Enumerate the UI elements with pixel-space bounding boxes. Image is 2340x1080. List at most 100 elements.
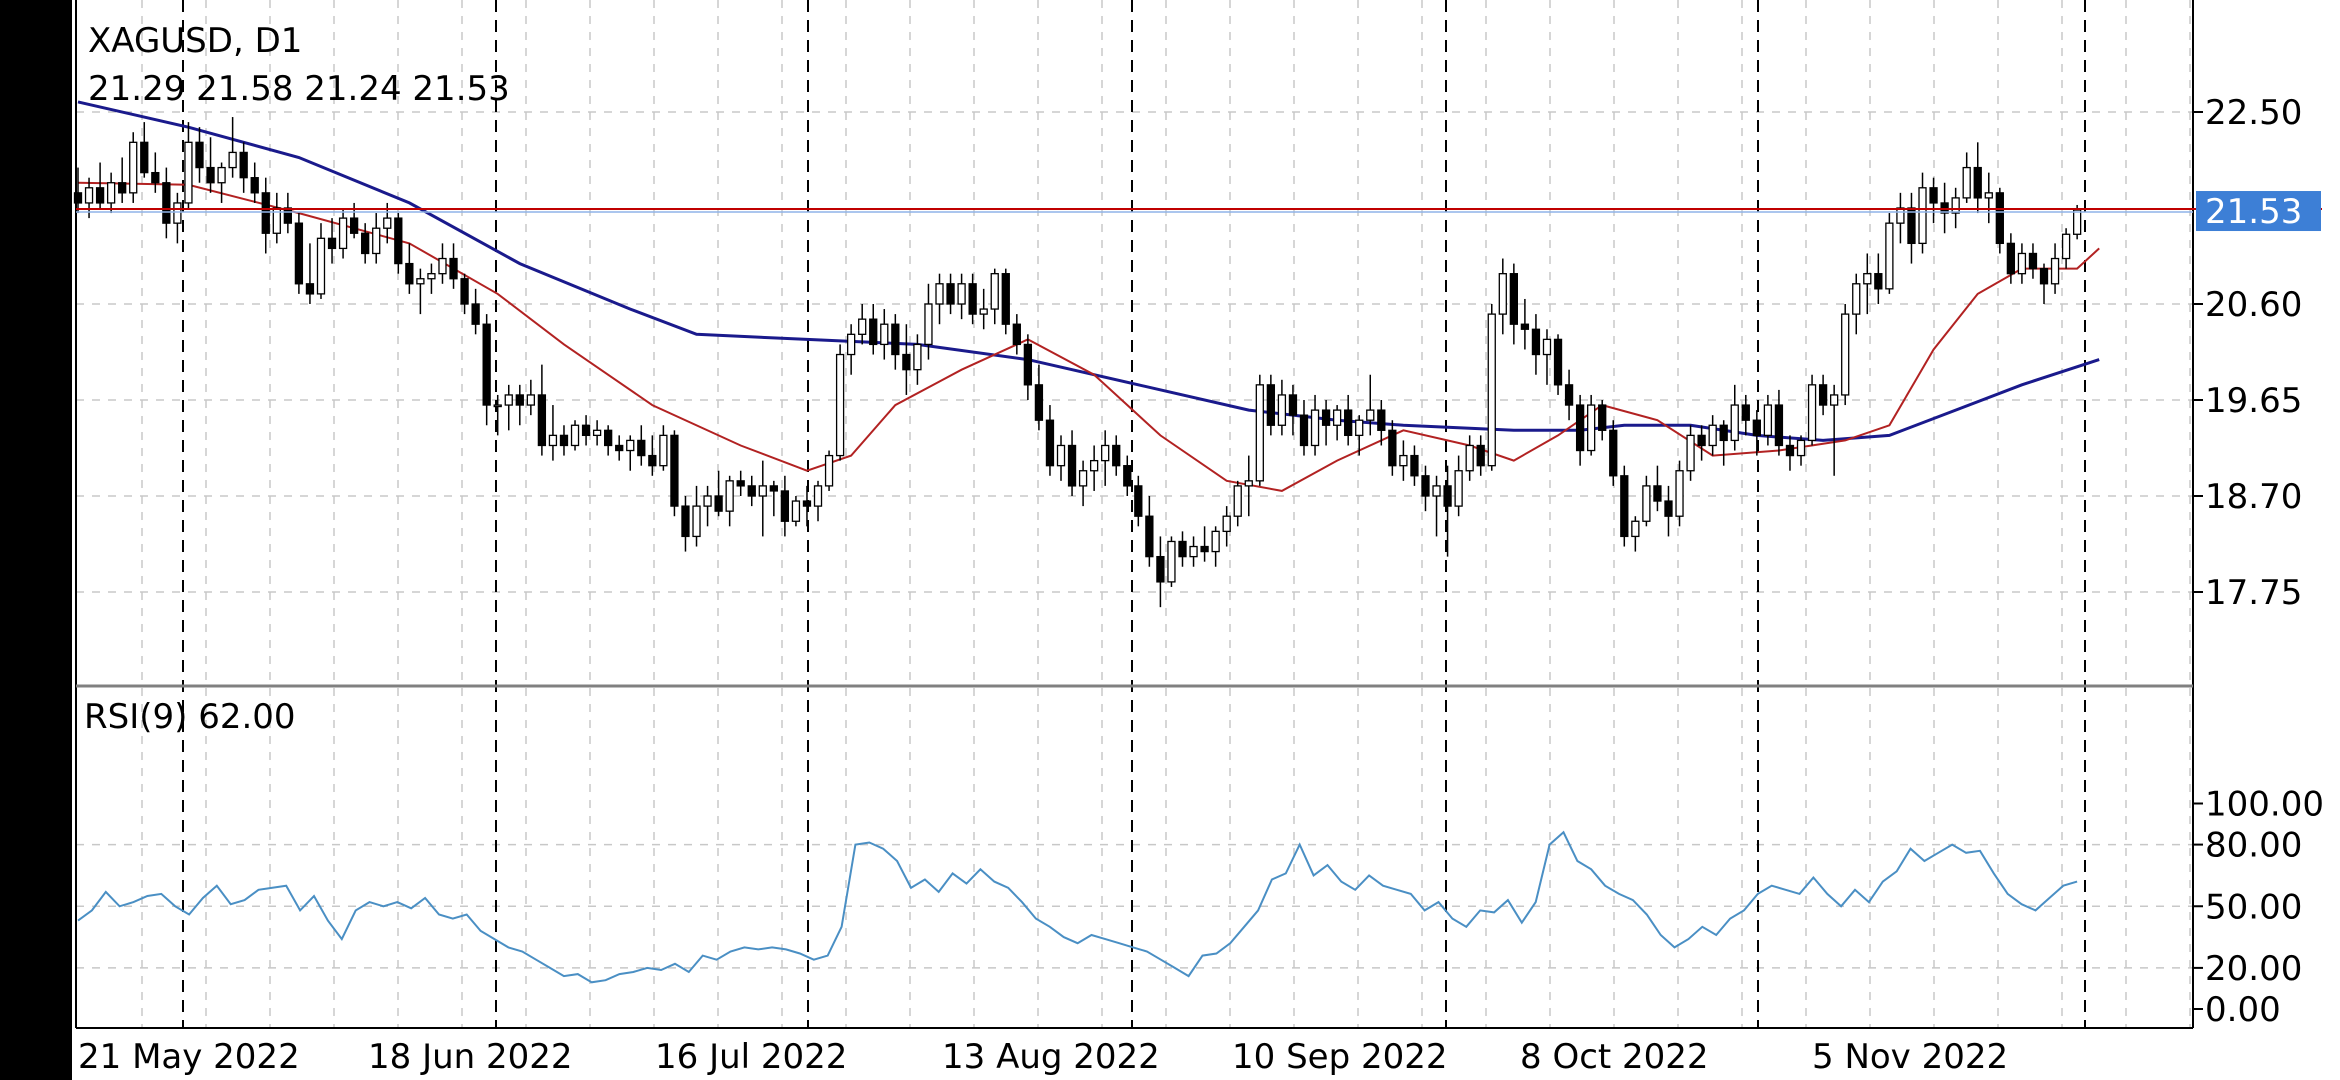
bull-candle-body <box>1918 187 1927 245</box>
bull-candle-body <box>1211 530 1220 553</box>
rsi-title: RSI(9) 62.00 <box>84 697 296 737</box>
bull-candle-body <box>592 429 602 437</box>
candle <box>1255 374 1264 486</box>
bear-candle-body <box>151 171 160 184</box>
bear-candle-body <box>968 283 977 315</box>
candle <box>1200 526 1209 562</box>
bull-candle-body <box>1962 166 1971 199</box>
bull-candle-body <box>217 166 226 184</box>
candle <box>1167 536 1176 587</box>
candle <box>1841 304 1850 406</box>
bear-candle-body <box>648 454 657 467</box>
bear-candle-body <box>195 141 204 169</box>
bull-candle-body <box>1498 273 1507 315</box>
candle <box>1741 394 1750 436</box>
bear-candle-body <box>869 318 878 346</box>
bear-candle-body <box>736 480 745 487</box>
bear-candle-body <box>615 444 624 452</box>
bear-candle-body <box>1598 404 1607 431</box>
price-tick-label: 17.75 <box>2205 573 2302 613</box>
bear-candle-body <box>1178 540 1187 558</box>
bull-candle-body <box>1454 470 1463 507</box>
candle <box>261 177 270 254</box>
bull-candle-body <box>1852 283 1861 315</box>
bear-candle-body <box>1112 444 1121 467</box>
bear-candle-body <box>1299 414 1309 447</box>
candle <box>1874 253 1883 304</box>
candle <box>2006 233 2016 284</box>
candle <box>405 243 414 294</box>
bull-candle-body <box>1686 434 1695 472</box>
candle <box>548 405 558 461</box>
candle <box>758 460 767 537</box>
bear-candle-body <box>1697 434 1706 447</box>
candle <box>173 192 182 244</box>
rsi-line <box>77 830 2078 984</box>
candle <box>1211 526 1220 567</box>
bear-candle-body <box>1664 500 1673 517</box>
bear-candle-body <box>1012 323 1021 346</box>
bull-candle-body <box>990 273 999 310</box>
candle <box>559 425 569 456</box>
candle <box>1719 420 1728 466</box>
bear-candle-body <box>1741 404 1750 421</box>
candle <box>2061 228 2071 269</box>
candle <box>1575 394 1585 466</box>
bear-candle-body <box>1620 475 1629 538</box>
date-tick-label: 10 Sep 2022 <box>1232 1037 1448 1077</box>
candle <box>1929 177 1938 224</box>
candle <box>1642 475 1651 527</box>
bear-candle-body <box>250 177 259 194</box>
candle <box>1277 379 1287 436</box>
period-separators <box>182 0 2086 1028</box>
candle <box>1078 460 1088 507</box>
bull-candle-body <box>1542 338 1552 356</box>
bull-candle-body <box>1432 485 1441 497</box>
bull-candle-body <box>1233 485 1242 517</box>
bull-candle-body <box>1089 459 1099 472</box>
bear-candle-body <box>1752 419 1761 437</box>
date-tick-label: 18 Jun 2022 <box>368 1037 573 1077</box>
candle <box>1984 172 1993 224</box>
candle <box>703 485 712 527</box>
candle <box>1134 475 1143 527</box>
candles <box>73 117 2082 608</box>
candle <box>2017 243 2027 284</box>
candle <box>2028 243 2038 279</box>
candle <box>747 475 756 507</box>
candle <box>714 470 723 517</box>
candle <box>95 162 105 208</box>
bear-candle-body <box>140 141 149 174</box>
candle <box>1818 374 1828 416</box>
bull-candle-body <box>1841 313 1850 396</box>
bull-candle-body <box>847 333 856 356</box>
rsi-tick-label: 50.00 <box>2205 887 2302 927</box>
candle <box>1410 445 1419 486</box>
candle <box>725 475 734 527</box>
bull-candle-body <box>84 187 94 204</box>
bear-candle-body <box>1774 404 1784 447</box>
bear-candle-body <box>449 257 458 280</box>
bull-candle-body <box>1255 384 1264 482</box>
date-tick-label: 16 Jul 2022 <box>655 1037 847 1077</box>
candle <box>515 384 524 426</box>
bull-candle-body <box>1244 480 1253 487</box>
candle <box>869 304 878 355</box>
bear-candle-body <box>1973 166 1982 199</box>
bear-candle-body <box>1023 343 1033 386</box>
candle <box>2039 263 2049 304</box>
bull-candle-body <box>184 141 193 204</box>
candle <box>1620 465 1629 547</box>
candle <box>1001 268 1010 335</box>
candle <box>416 268 425 315</box>
candle <box>1288 384 1298 436</box>
candle <box>935 273 944 325</box>
bull-candle-body <box>1056 444 1066 467</box>
candle <box>1222 506 1231 547</box>
candle <box>1664 485 1673 537</box>
candle <box>338 208 348 259</box>
bull-candle-body <box>570 424 580 447</box>
candle <box>891 314 900 370</box>
candle <box>1509 263 1518 345</box>
